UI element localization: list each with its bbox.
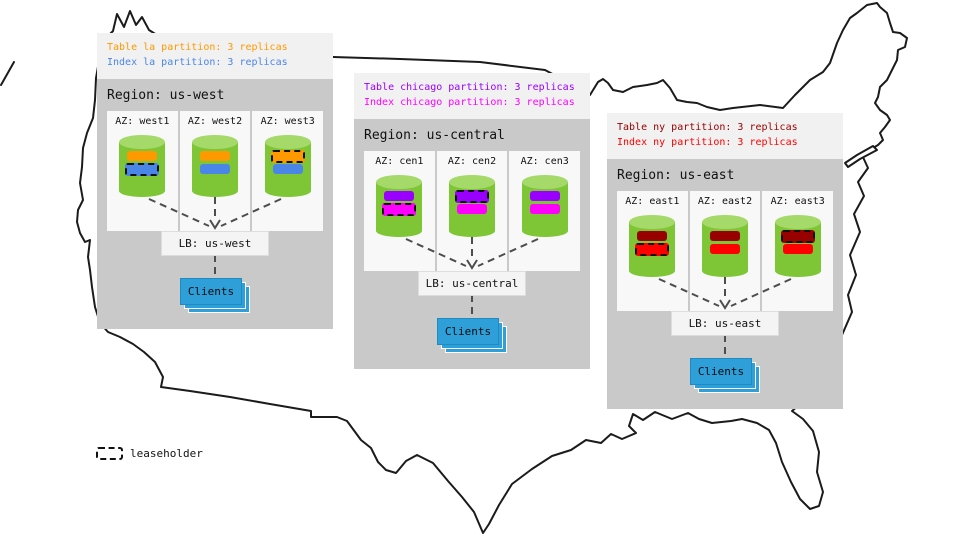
callout-table-partition: Table ny partition: 3 replicas bbox=[617, 122, 798, 133]
az-box-cen2: AZ: cen2 bbox=[436, 151, 508, 271]
load-balancer-box: LB: us-east bbox=[671, 311, 779, 336]
region-panel-us-west: Table la partition: 3 replicas Index la … bbox=[97, 33, 333, 329]
region-title: Region: us-central bbox=[364, 128, 505, 143]
partition-callout-us-central: Table chicago partition: 3 replicas Inde… bbox=[354, 73, 590, 119]
callout-index-partition: Index chicago partition: 3 replicas bbox=[364, 97, 575, 108]
az-box-east2: AZ: east2 bbox=[689, 191, 761, 311]
index-partition-replica bbox=[782, 244, 813, 254]
az-label: AZ: east3 bbox=[770, 196, 825, 207]
northwest-coast-fragment bbox=[0, 61, 15, 86]
load-balancer-box: LB: us-west bbox=[161, 231, 269, 256]
cylinder-top bbox=[449, 175, 495, 189]
az-label: AZ: west1 bbox=[115, 116, 170, 127]
db-node-cylinder bbox=[521, 175, 568, 237]
az-row: AZ: west1 AZ: west2 AZ: west3 bbox=[107, 111, 324, 231]
region-title: Region: us-east bbox=[617, 168, 735, 183]
az-box-cen3: AZ: cen3 bbox=[509, 151, 581, 271]
clients-stack: Clients bbox=[437, 318, 507, 353]
clients-box: Clients bbox=[437, 318, 499, 345]
partition-callout-us-west: Table la partition: 3 replicas Index la … bbox=[97, 33, 333, 79]
long-island-outline bbox=[844, 145, 878, 168]
index-partition-replica bbox=[382, 203, 417, 216]
az-label: AZ: west2 bbox=[187, 116, 243, 127]
table-partition-replica bbox=[529, 191, 560, 201]
table-partition-replica bbox=[127, 151, 158, 161]
partition-callout-us-east: Table ny partition: 3 replicas Index ny … bbox=[607, 113, 843, 159]
region-body-us-east: Region: us-east AZ: east1 AZ: east2 bbox=[607, 159, 843, 409]
callout-index-partition: Index la partition: 3 replicas bbox=[107, 57, 288, 68]
cylinder-top bbox=[774, 215, 821, 229]
cylinder-top bbox=[521, 175, 568, 189]
db-node-cylinder bbox=[702, 215, 748, 277]
index-partition-replica bbox=[272, 164, 303, 174]
table-partition-replica bbox=[455, 190, 489, 203]
index-partition-replica bbox=[710, 244, 740, 254]
az-label: AZ: cen3 bbox=[520, 156, 569, 167]
db-node-cylinder bbox=[449, 175, 495, 237]
az-box-cen1: AZ: cen1 bbox=[364, 151, 435, 271]
callout-table-partition: Table chicago partition: 3 replicas bbox=[364, 82, 575, 93]
load-balancer-box: LB: us-central bbox=[418, 271, 526, 296]
index-partition-replica bbox=[457, 204, 487, 214]
az-box-west1: AZ: west1 bbox=[107, 111, 178, 231]
db-node-cylinder bbox=[376, 175, 423, 237]
index-partition-replica bbox=[125, 163, 160, 176]
az-label: AZ: east1 bbox=[625, 196, 680, 207]
cylinder-top bbox=[192, 135, 238, 149]
cylinder-top bbox=[702, 215, 748, 229]
cylinder-top bbox=[376, 175, 423, 189]
table-partition-replica bbox=[384, 191, 415, 201]
callout-table-partition: Table la partition: 3 replicas bbox=[107, 42, 288, 53]
leaseholder-legend: leaseholder bbox=[96, 447, 203, 460]
region-body-us-west: Region: us-west AZ: west1 AZ: west2 bbox=[97, 79, 333, 329]
clients-stack: Clients bbox=[180, 278, 250, 313]
region-panel-us-central: Table chicago partition: 3 replicas Inde… bbox=[354, 73, 590, 369]
db-node-cylinder bbox=[774, 215, 821, 277]
region-title: Region: us-west bbox=[107, 88, 225, 103]
index-partition-replica bbox=[529, 204, 560, 214]
clients-stack: Clients bbox=[690, 358, 760, 393]
region-panel-us-east: Table ny partition: 3 replicas Index ny … bbox=[607, 113, 843, 409]
region-body-us-central: Region: us-central AZ: cen1 AZ: cen2 bbox=[354, 119, 590, 369]
table-partition-replica bbox=[270, 150, 305, 163]
db-node-cylinder bbox=[629, 215, 676, 277]
cylinder-top bbox=[629, 215, 676, 229]
leaseholder-swatch-icon bbox=[96, 447, 123, 460]
table-partition-replica bbox=[780, 230, 815, 243]
cylinder-top bbox=[264, 135, 311, 149]
az-box-east3: AZ: east3 bbox=[762, 191, 834, 311]
az-label: AZ: cen1 bbox=[375, 156, 424, 167]
az-label: AZ: east2 bbox=[697, 196, 753, 207]
cylinder-top bbox=[119, 135, 166, 149]
index-partition-replica bbox=[200, 164, 230, 174]
db-node-cylinder bbox=[119, 135, 166, 197]
db-node-cylinder bbox=[192, 135, 238, 197]
leaseholder-legend-label: leaseholder bbox=[130, 447, 203, 460]
az-label: AZ: cen2 bbox=[447, 156, 497, 167]
az-box-west3: AZ: west3 bbox=[252, 111, 324, 231]
clients-box: Clients bbox=[180, 278, 242, 305]
clients-box: Clients bbox=[690, 358, 752, 385]
db-node-cylinder bbox=[264, 135, 311, 197]
table-partition-replica bbox=[200, 151, 230, 161]
table-partition-replica bbox=[637, 231, 668, 241]
az-row: AZ: east1 AZ: east2 AZ: east3 bbox=[617, 191, 834, 311]
az-box-east1: AZ: east1 bbox=[617, 191, 688, 311]
az-box-west2: AZ: west2 bbox=[179, 111, 251, 231]
az-label: AZ: west3 bbox=[260, 116, 315, 127]
callout-index-partition: Index ny partition: 3 replicas bbox=[617, 137, 798, 148]
index-partition-replica bbox=[635, 243, 670, 256]
az-row: AZ: cen1 AZ: cen2 AZ: cen3 bbox=[364, 151, 581, 271]
table-partition-replica bbox=[710, 231, 740, 241]
